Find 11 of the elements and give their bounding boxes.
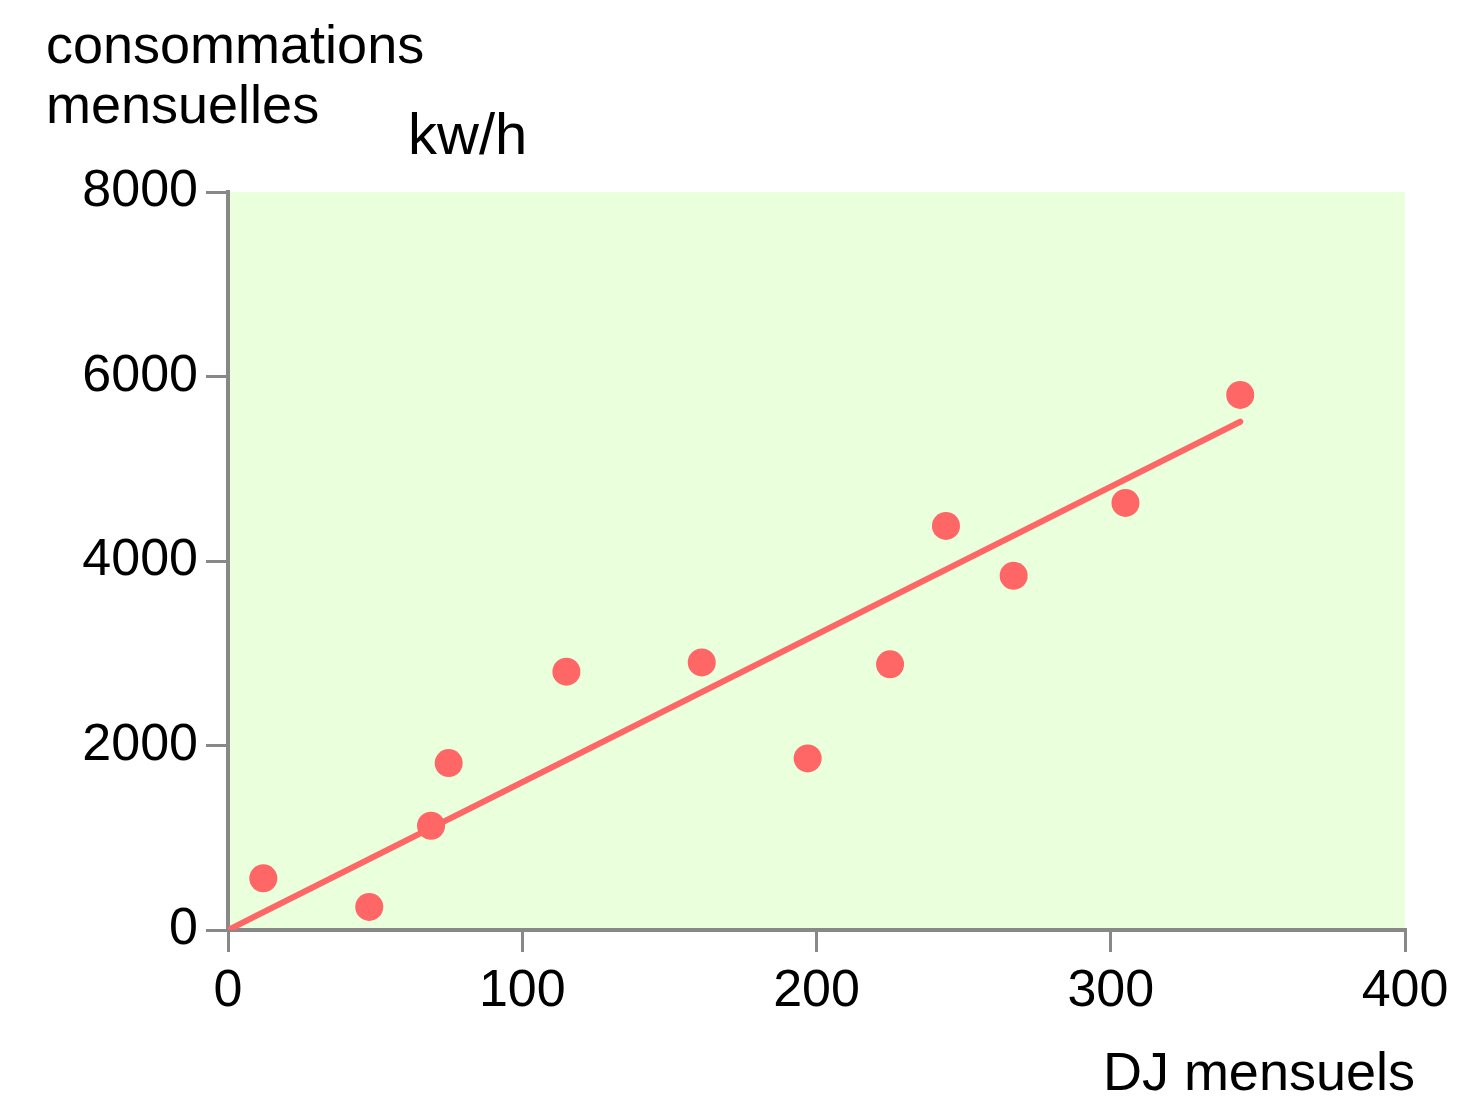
y-tick-label: 8000	[82, 159, 198, 218]
x-tick-label: 100	[478, 958, 566, 1017]
x-tick-label: 0	[213, 958, 243, 1017]
x-axis-title: DJ mensuels	[1102, 1040, 1415, 1096]
x-tick-label: 300	[1067, 958, 1155, 1017]
x-tick-label: 400	[1361, 958, 1449, 1017]
y-tick-label: 4000	[82, 528, 198, 587]
y-tick-label: 2000	[82, 712, 198, 771]
y-tick-label: 6000	[82, 343, 198, 402]
x-tick-label: 200	[773, 958, 860, 1017]
y-tick-label: 0	[169, 897, 198, 956]
